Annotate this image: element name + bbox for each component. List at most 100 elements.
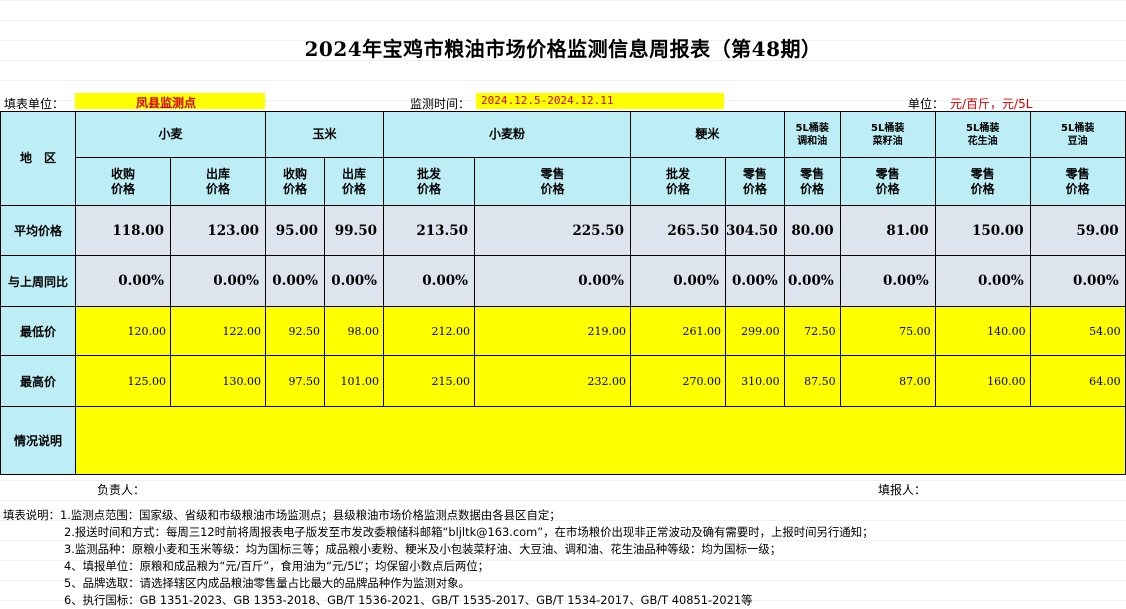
note-line: 6、执行国标：GB 1351-2023、GB 1353-2018、GB/T 15… <box>64 593 753 607</box>
table-cell[interactable]: 122.00 <box>170 306 266 356</box>
price-unit-value: 元/百斤，元/5L <box>950 97 1033 111</box>
table-cell[interactable]: 0.00% <box>324 255 384 307</box>
note-line: 2.报送时间和方式：每周三12时前将周报表电子版发至市发改委粮储科邮箱“bljl… <box>64 525 874 539</box>
table-cell[interactable]: 81.00 <box>839 205 936 256</box>
table-cell[interactable]: 0.00% <box>630 255 726 307</box>
table-cell[interactable]: 87.50 <box>783 355 841 407</box>
table-row-min: 最低价 120.00 122.00 92.50 98.00 212.00 219… <box>0 306 1126 356</box>
subheader-cell: 出库 价格 <box>324 157 384 206</box>
table-cell[interactable]: 140.00 <box>934 306 1031 356</box>
table-cell[interactable]: 95.00 <box>265 205 325 256</box>
table-cell[interactable]: 130.00 <box>170 355 266 407</box>
table-cell[interactable]: 54.00 <box>1029 306 1126 356</box>
table-cell[interactable]: 64.00 <box>1029 355 1126 407</box>
group-header-blend-oil: 5L桶装 调和油 <box>783 111 841 158</box>
time-value: 2024.12.5-2024.12.11 <box>481 94 614 107</box>
group-header-flour: 小麦粉 <box>383 111 631 158</box>
price-table: 地 区 小麦 玉米 小麦粉 粳米 5L桶装 调和油 5L桶装 菜籽油 5L桶装 … <box>0 111 1126 475</box>
group-header-rapeseed-oil: 5L桶装 菜籽油 <box>839 111 936 158</box>
table-cell[interactable]: 118.00 <box>75 205 171 256</box>
table-cell[interactable]: 150.00 <box>934 205 1031 256</box>
table-cell[interactable]: 219.00 <box>474 306 631 356</box>
table-cell[interactable]: 0.00% <box>1029 255 1126 307</box>
row-label: 与上周同比 <box>0 255 76 307</box>
subheader-cell: 零售 价格 <box>1029 157 1126 206</box>
table-cell[interactable]: 232.00 <box>474 355 631 407</box>
time-value-box[interactable]: 2024.12.5-2024.12.11 <box>476 93 724 109</box>
group-header-rice: 粳米 <box>630 111 785 158</box>
table-cell[interactable]: 101.00 <box>324 355 384 407</box>
subheader-cell: 零售 价格 <box>839 157 936 206</box>
subheader-cell: 零售 价格 <box>725 157 785 206</box>
table-cell[interactable]: 0.00% <box>839 255 936 307</box>
table-cell[interactable]: 212.00 <box>383 306 475 356</box>
table-cell[interactable]: 0.00% <box>75 255 171 307</box>
table-cell[interactable]: 261.00 <box>630 306 726 356</box>
subheader-cell: 出库 价格 <box>170 157 266 206</box>
remarks-cell[interactable] <box>75 406 1126 475</box>
group-header-peanut-oil: 5L桶装 花生油 <box>934 111 1031 158</box>
group-header-wheat: 小麦 <box>75 111 266 158</box>
subheader-cell: 收购 价格 <box>265 157 325 206</box>
row-label: 最高价 <box>0 355 76 407</box>
unit-value: 凤县监测点 <box>136 96 197 110</box>
group-header-soybean-oil: 5L桶装 豆油 <box>1029 111 1126 158</box>
table-cell[interactable]: 98.00 <box>324 306 384 356</box>
table-cell[interactable]: 80.00 <box>783 205 841 256</box>
unit-value-box[interactable]: 凤县监测点 <box>75 93 265 110</box>
table-cell[interactable]: 0.00% <box>474 255 631 307</box>
table-cell[interactable]: 310.00 <box>725 355 785 407</box>
table-row-average: 平均价格 118.00 123.00 95.00 99.50 213.50 22… <box>0 205 1126 256</box>
unit-label: 填表单位： <box>4 97 65 111</box>
table-cell[interactable]: 59.00 <box>1029 205 1126 256</box>
subheader-cell: 零售 价格 <box>474 157 631 206</box>
table-cell[interactable]: 0.00% <box>934 255 1031 307</box>
table-row-max: 最高价 125.00 130.00 97.50 101.00 215.00 23… <box>0 355 1126 407</box>
subheader-cell: 零售 价格 <box>934 157 1031 206</box>
subheader-row: 收购 价格 出库 价格 收购 价格 出库 价格 批发 价格 零售 价格 批发 价… <box>1 157 1126 206</box>
table-cell[interactable]: 99.50 <box>324 205 384 256</box>
table-cell[interactable]: 0.00% <box>170 255 266 307</box>
table-row-yoy: 与上周同比 0.00% 0.00% 0.00% 0.00% 0.00% 0.00… <box>0 255 1126 307</box>
report-title: 2024年宝鸡市粮油市场价格监测信息周报表（第48期） <box>304 37 822 61</box>
table-cell[interactable]: 0.00% <box>725 255 785 307</box>
table-cell[interactable]: 72.50 <box>783 306 841 356</box>
table-cell[interactable]: 92.50 <box>265 306 325 356</box>
table-cell[interactable]: 0.00% <box>383 255 475 307</box>
responsible-label: 负责人： <box>97 483 146 497</box>
note-line: 填表说明：1.监测点范围：国家级、省级和市级粮油市场监测点；县级粮油市场价格监测… <box>3 508 561 522</box>
note-line: 5、品牌选取：请选择辖区内成品粮油零售量占比最大的品牌品种作为监测对象。 <box>64 576 470 590</box>
time-label: 监测时间： <box>410 97 471 111</box>
row-label: 最低价 <box>0 306 76 356</box>
note-line: 4、填报单位：原粮和成品粮为“元/百斤”，食用油为“元/5L”；均保留小数点后两… <box>64 559 490 573</box>
row-label: 平均价格 <box>0 205 76 256</box>
table-cell[interactable]: 120.00 <box>75 306 171 356</box>
subheader-cell: 批发 价格 <box>630 157 726 206</box>
group-header-corn: 玉米 <box>265 111 384 158</box>
table-cell[interactable]: 265.50 <box>630 205 726 256</box>
table-cell[interactable]: 160.00 <box>934 355 1031 407</box>
table-cell[interactable]: 299.00 <box>725 306 785 356</box>
row-label: 情况说明 <box>0 406 76 475</box>
subheader-cell: 零售 价格 <box>783 157 841 206</box>
table-cell[interactable]: 75.00 <box>839 306 936 356</box>
table-cell[interactable]: 0.00% <box>783 255 841 307</box>
subheader-cell: 收购 价格 <box>75 157 171 206</box>
table-cell[interactable]: 125.00 <box>75 355 171 407</box>
note-line: 3.监测品种：原粮小麦和玉米等级：均为国标三等；成品粮小麦粉、粳米及小包装菜籽油… <box>64 542 782 556</box>
table-cell[interactable]: 215.00 <box>383 355 475 407</box>
subheader-cell: 批发 价格 <box>383 157 475 206</box>
table-cell[interactable]: 87.00 <box>839 355 936 407</box>
table-cell[interactable]: 0.00% <box>265 255 325 307</box>
reporter-label: 填报人： <box>878 483 927 497</box>
table-cell[interactable]: 213.50 <box>383 205 475 256</box>
table-cell[interactable]: 270.00 <box>630 355 726 407</box>
table-cell[interactable]: 123.00 <box>170 205 266 256</box>
table-row-remarks: 情况说明 <box>0 406 1126 475</box>
table-cell[interactable]: 225.50 <box>474 205 631 256</box>
table-cell[interactable]: 304.50 <box>725 205 785 256</box>
region-header: 地 区 <box>0 111 76 206</box>
price-unit-label: 单位： <box>908 97 945 111</box>
notes-block: 填表说明：1.监测点范围：国家级、省级和市级粮油市场监测点；县级粮油市场价格监测… <box>3 507 873 609</box>
table-cell[interactable]: 97.50 <box>265 355 325 407</box>
